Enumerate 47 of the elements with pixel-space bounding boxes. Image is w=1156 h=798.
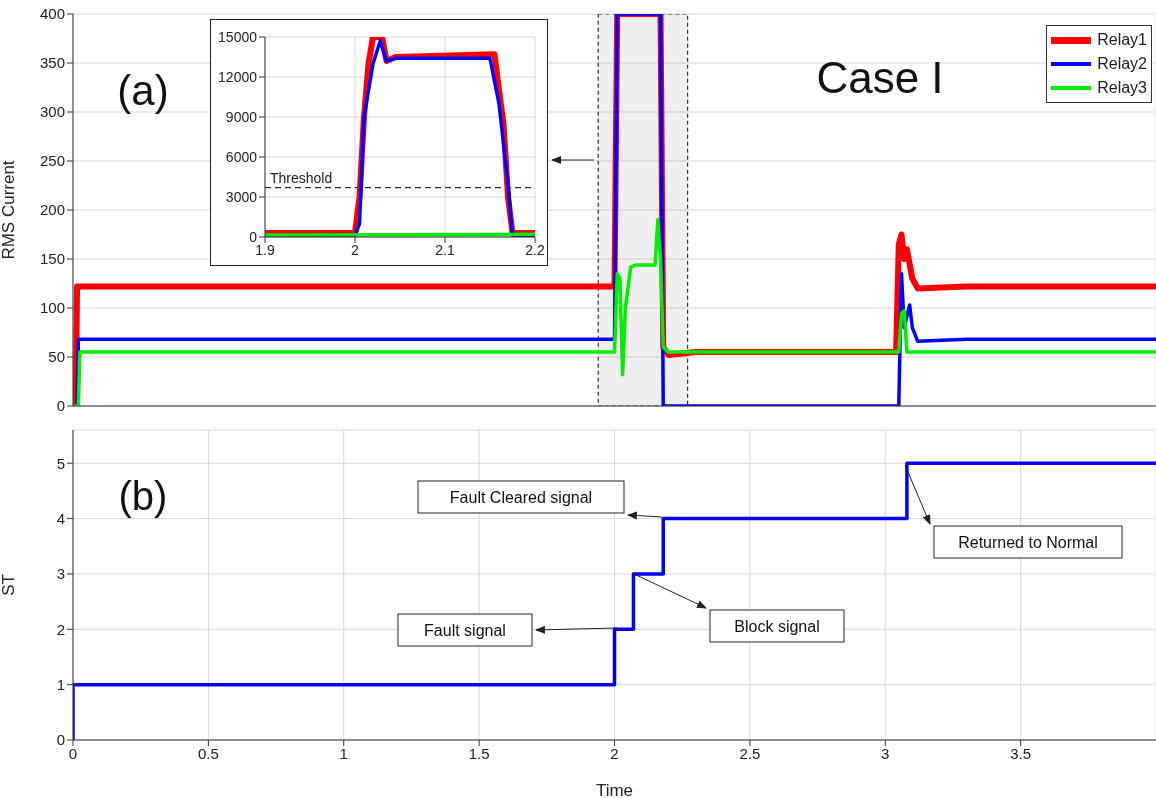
x-tick-label: 1.5	[468, 744, 490, 762]
annotation: Case I	[816, 53, 944, 102]
y-tick-label: 15000	[218, 28, 258, 45]
x-tick-label: 2	[610, 744, 619, 762]
x-axis-title: Time	[595, 781, 634, 798]
legend-label: Relay2	[1097, 54, 1147, 74]
x-tick-label: 0	[68, 744, 78, 762]
annotation: Block signal	[734, 618, 820, 635]
y-axis-title: RMS Current	[0, 160, 19, 260]
y-tick-label: 150	[39, 250, 65, 268]
y-tick-label: 3	[56, 565, 65, 583]
x-tick-label: 1	[339, 744, 348, 762]
x-tick-label: 1.9	[255, 241, 275, 258]
annotation: (a)	[117, 67, 169, 114]
y-tick-label: 3000	[225, 188, 258, 205]
y-tick-label: 6000	[225, 148, 258, 165]
y-tick-label: 0	[56, 731, 65, 749]
x-tick-label: 2	[351, 241, 360, 258]
y-tick-label: 300	[39, 103, 65, 121]
y-tick-label: 100	[39, 299, 65, 317]
y-tick-label: 0	[56, 397, 65, 415]
annotation: (b)	[118, 474, 168, 518]
y-tick-label: 4	[56, 509, 65, 527]
y-tick-label: 250	[39, 152, 65, 170]
legend-label: Relay1	[1097, 30, 1147, 50]
y-tick-label: 12000	[218, 68, 258, 85]
x-tick-label: 3.5	[1010, 744, 1032, 762]
y-tick-label: 0	[249, 228, 258, 245]
y-tick-label: 5	[56, 454, 65, 472]
y-tick-label: 200	[39, 201, 65, 219]
legend-label: Relay3	[1097, 78, 1147, 98]
x-tick-label: 2.2	[525, 241, 545, 258]
y-tick-label: 2	[56, 620, 65, 638]
annotation: Fault Cleared signal	[449, 489, 593, 506]
y-tick-label: 350	[39, 54, 65, 72]
annotation: Returned to Normal	[958, 534, 1098, 551]
y-tick-label: 400	[39, 5, 65, 23]
y-tick-label: 9000	[225, 108, 258, 125]
x-tick-label: 2.1	[435, 241, 455, 258]
annotation: Fault signal	[424, 622, 506, 639]
x-tick-label: 3	[881, 744, 890, 762]
x-tick-label: 0.5	[197, 744, 219, 762]
y-tick-label: 1	[56, 675, 65, 693]
y-axis-title: ST	[0, 574, 19, 596]
x-tick-label: 2.5	[739, 744, 761, 762]
y-tick-label: 50	[48, 348, 65, 366]
ref-line-label: Threshold	[270, 169, 333, 186]
